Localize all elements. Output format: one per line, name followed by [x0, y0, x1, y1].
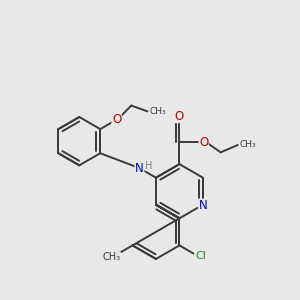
Text: CH₃: CH₃ [149, 107, 166, 116]
Text: O: O [199, 136, 208, 148]
Text: CH₃: CH₃ [239, 140, 256, 149]
Text: Cl: Cl [195, 251, 206, 261]
Text: H: H [145, 161, 152, 171]
Text: CH₃: CH₃ [102, 252, 120, 262]
Text: O: O [175, 110, 184, 123]
Text: N: N [135, 162, 144, 175]
Text: O: O [112, 113, 121, 126]
Text: N: N [199, 199, 207, 212]
